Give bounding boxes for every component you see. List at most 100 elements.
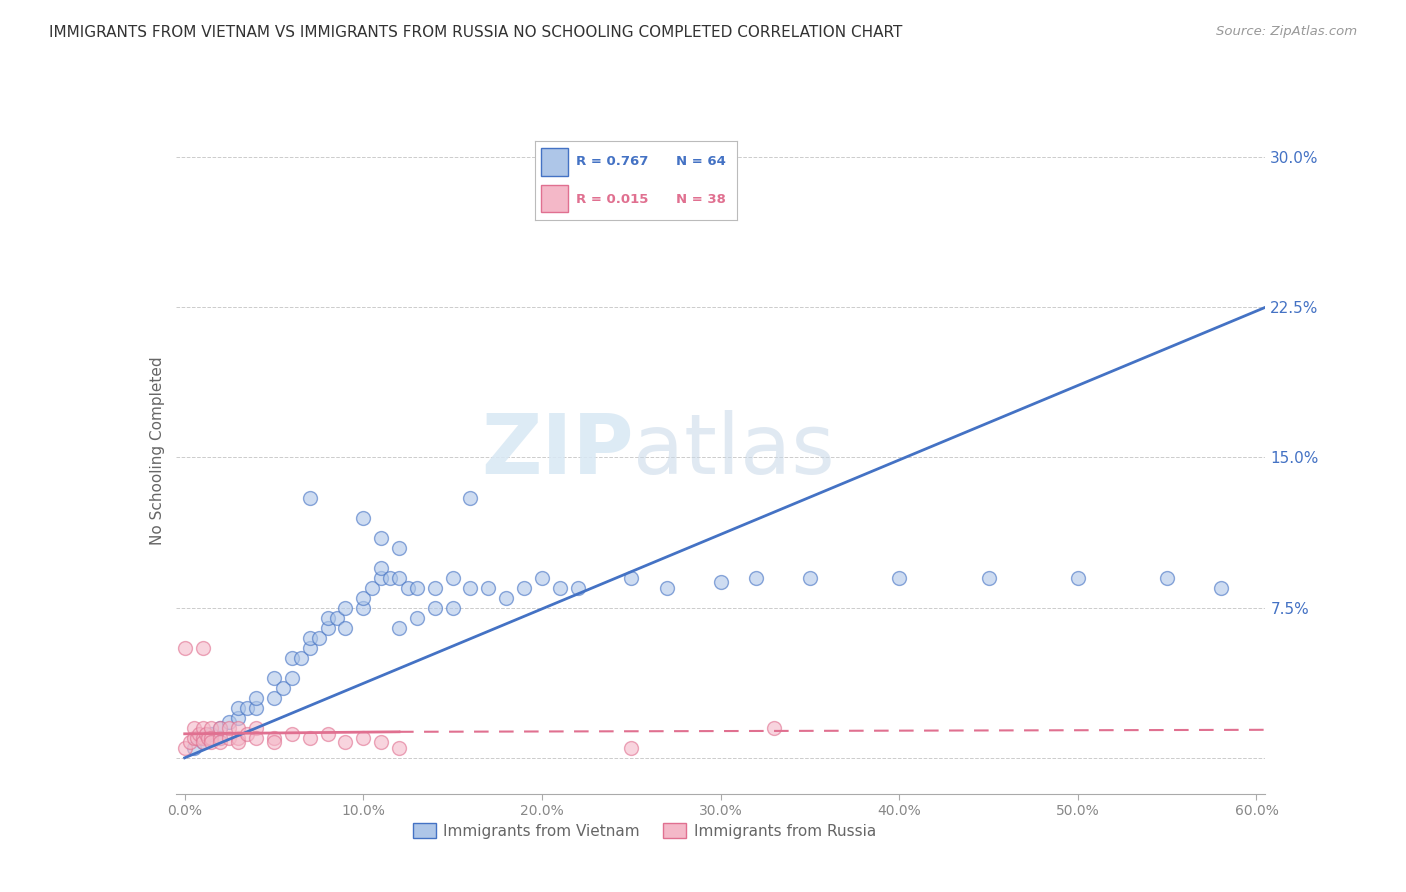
Point	[218, 731, 240, 745]
Point	[191, 735, 214, 749]
Point	[271, 681, 294, 695]
Legend: Immigrants from Vietnam, Immigrants from Russia: Immigrants from Vietnam, Immigrants from…	[406, 816, 882, 845]
Point	[197, 731, 219, 745]
Point	[352, 510, 374, 524]
Point	[245, 721, 267, 735]
Point	[298, 731, 321, 745]
Point	[710, 574, 733, 589]
Point	[335, 621, 357, 635]
Point	[388, 541, 411, 555]
Point	[290, 650, 312, 665]
Point	[173, 640, 195, 655]
Point	[567, 581, 589, 595]
Point	[188, 727, 211, 741]
Point	[173, 740, 195, 755]
Point	[423, 600, 446, 615]
Point	[370, 571, 392, 585]
Point	[1067, 571, 1090, 585]
Point	[316, 621, 339, 635]
Point	[352, 591, 374, 605]
Point	[209, 731, 232, 745]
Point	[298, 491, 321, 505]
Point	[477, 581, 499, 595]
Point	[352, 731, 374, 745]
Point	[200, 721, 222, 735]
Point	[460, 581, 482, 595]
Point	[620, 571, 643, 585]
Point	[298, 631, 321, 645]
Point	[183, 740, 205, 755]
Point	[799, 571, 821, 585]
Text: R = 0.767: R = 0.767	[575, 155, 648, 169]
Point	[179, 735, 201, 749]
Point	[361, 581, 384, 595]
Y-axis label: No Schooling Completed: No Schooling Completed	[149, 356, 165, 545]
Point	[370, 560, 392, 574]
Point	[441, 600, 464, 615]
Point	[406, 581, 429, 595]
Point	[406, 610, 429, 624]
Point	[245, 690, 267, 705]
Point	[1209, 581, 1232, 595]
Text: ZIP: ZIP	[481, 410, 633, 491]
Point	[530, 571, 553, 585]
Point	[218, 721, 240, 735]
Point	[423, 581, 446, 595]
Point	[226, 721, 249, 735]
Point	[183, 731, 205, 745]
Point	[281, 650, 304, 665]
Text: N = 64: N = 64	[676, 155, 727, 169]
Point	[335, 600, 357, 615]
Point	[655, 581, 678, 595]
Point	[209, 731, 232, 745]
Point	[200, 731, 222, 745]
Point	[209, 721, 232, 735]
Point	[263, 735, 285, 749]
Point	[263, 671, 285, 685]
Point	[335, 735, 357, 749]
Point	[495, 591, 517, 605]
Text: R = 0.015: R = 0.015	[575, 193, 648, 205]
Point	[298, 640, 321, 655]
Point	[200, 727, 222, 741]
Point	[977, 571, 1000, 585]
Point	[370, 531, 392, 545]
Point	[200, 735, 222, 749]
Point	[281, 671, 304, 685]
Point	[388, 621, 411, 635]
FancyBboxPatch shape	[541, 148, 568, 176]
Point	[745, 571, 768, 585]
Point	[209, 721, 232, 735]
Text: Source: ZipAtlas.com: Source: ZipAtlas.com	[1216, 25, 1357, 38]
Point	[378, 571, 401, 585]
Point	[620, 740, 643, 755]
FancyBboxPatch shape	[541, 185, 568, 212]
Point	[183, 721, 205, 735]
Point	[441, 571, 464, 585]
Point	[281, 727, 304, 741]
Point	[388, 571, 411, 585]
Point	[316, 727, 339, 741]
Point	[352, 600, 374, 615]
Point	[226, 700, 249, 714]
Point	[1156, 571, 1178, 585]
Point	[370, 735, 392, 749]
Point	[191, 731, 214, 745]
Point	[263, 690, 285, 705]
Point	[186, 731, 208, 745]
Point	[316, 610, 339, 624]
Point	[548, 581, 571, 595]
Point	[245, 731, 267, 745]
Point	[191, 640, 214, 655]
Point	[388, 740, 411, 755]
Point	[226, 735, 249, 749]
Point	[396, 581, 419, 595]
Point	[209, 735, 232, 749]
Point	[191, 721, 214, 735]
Point	[218, 714, 240, 729]
Point	[308, 631, 330, 645]
Text: atlas: atlas	[633, 410, 835, 491]
Point	[763, 721, 786, 735]
Point	[226, 731, 249, 745]
Text: IMMIGRANTS FROM VIETNAM VS IMMIGRANTS FROM RUSSIA NO SCHOOLING COMPLETED CORRELA: IMMIGRANTS FROM VIETNAM VS IMMIGRANTS FR…	[49, 25, 903, 40]
